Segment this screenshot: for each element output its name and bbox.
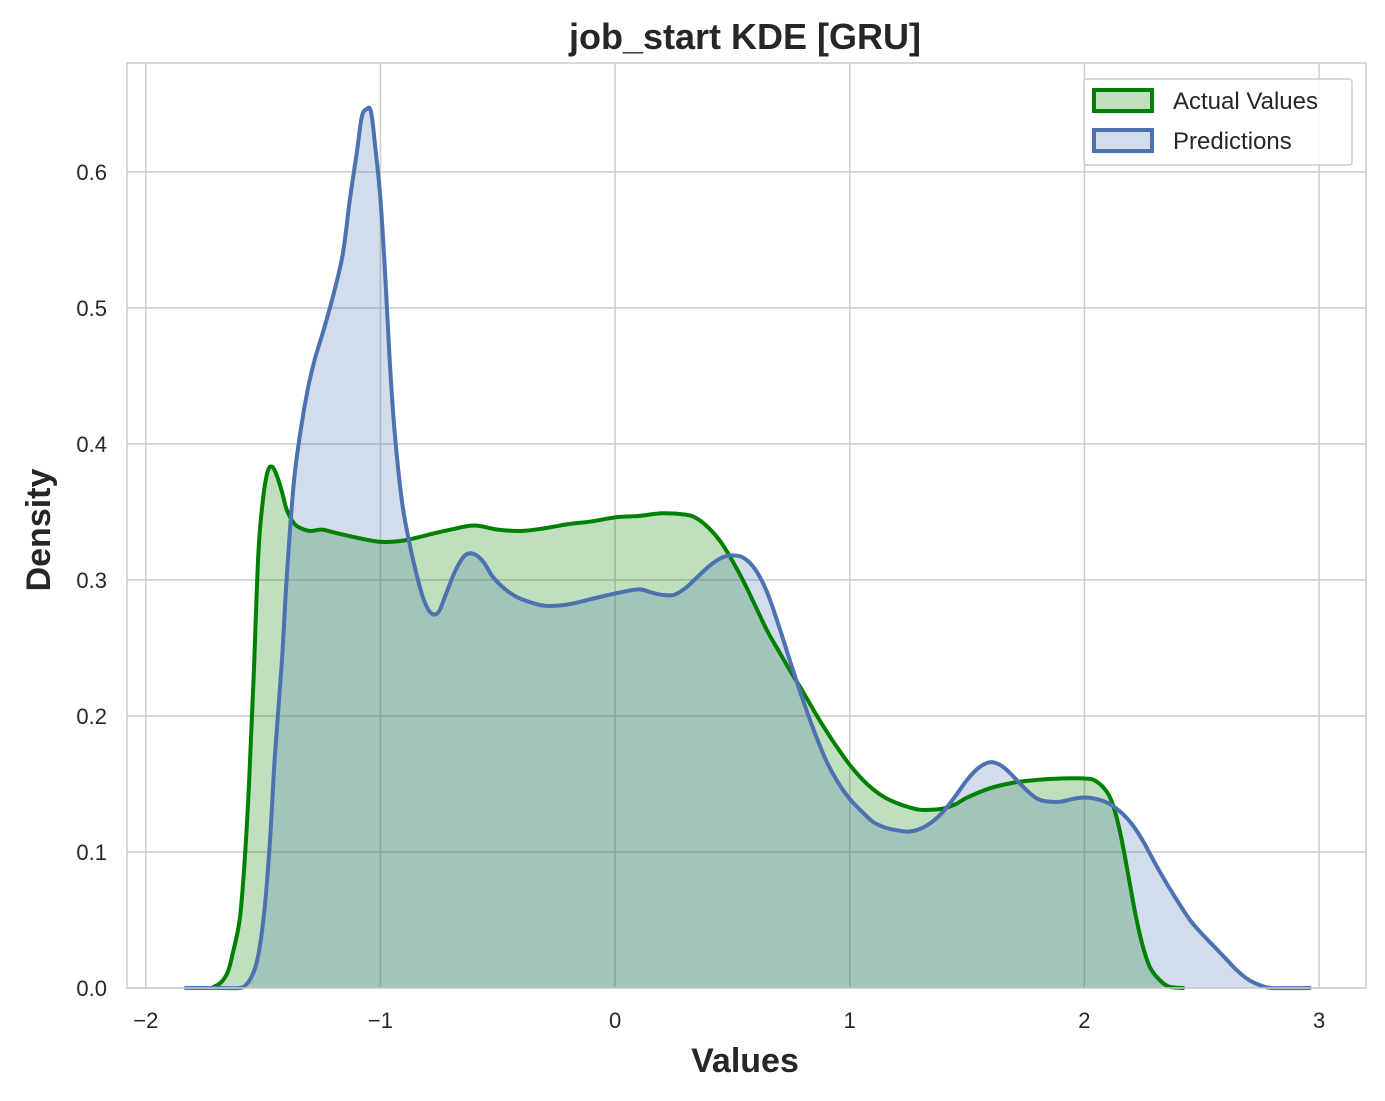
line-actual-values <box>209 464 1185 990</box>
y-tick-label: 0.5 <box>76 296 107 321</box>
plot-frame <box>126 62 1367 989</box>
chart-title: job_start KDE [GRU] <box>568 16 921 57</box>
x-tick-label: 3 <box>1313 1008 1325 1033</box>
legend: Actual Values Predictions <box>1083 78 1353 166</box>
area-predictions <box>185 107 1310 989</box>
x-tick-label: −1 <box>368 1008 393 1033</box>
y-tick-label: 0.3 <box>76 568 107 593</box>
y-tick-labels: 0.0 0.1 0.2 0.3 0.4 0.5 0.6 <box>76 160 107 1001</box>
legend-swatch-actual-values <box>1092 88 1154 113</box>
y-tick-label: 0.0 <box>76 976 107 1001</box>
x-tick-label: 0 <box>609 1008 621 1033</box>
kde-lines <box>183 105 1312 991</box>
area-actual-values <box>211 466 1183 988</box>
x-tick-label: −2 <box>133 1008 158 1033</box>
legend-label-predictions: Predictions <box>1173 128 1292 155</box>
y-tick-label: 0.6 <box>76 160 107 185</box>
x-axis-label: Values <box>691 1042 799 1080</box>
y-tick-label: 0.2 <box>76 704 107 729</box>
x-tick-labels: −2 −1 0 1 2 3 <box>133 1008 1325 1033</box>
y-axis-label: Density <box>20 469 58 592</box>
legend-swatch-predictions <box>1092 128 1154 153</box>
x-tick-label: 1 <box>844 1008 856 1033</box>
line-predictions <box>183 105 1312 991</box>
grid <box>127 63 1366 989</box>
y-tick-label: 0.1 <box>76 840 107 865</box>
legend-label-actual-values: Actual Values <box>1173 88 1318 115</box>
x-tick-label: 2 <box>1078 1008 1090 1033</box>
y-tick-label: 0.4 <box>76 432 107 457</box>
kde-areas <box>185 107 1310 989</box>
